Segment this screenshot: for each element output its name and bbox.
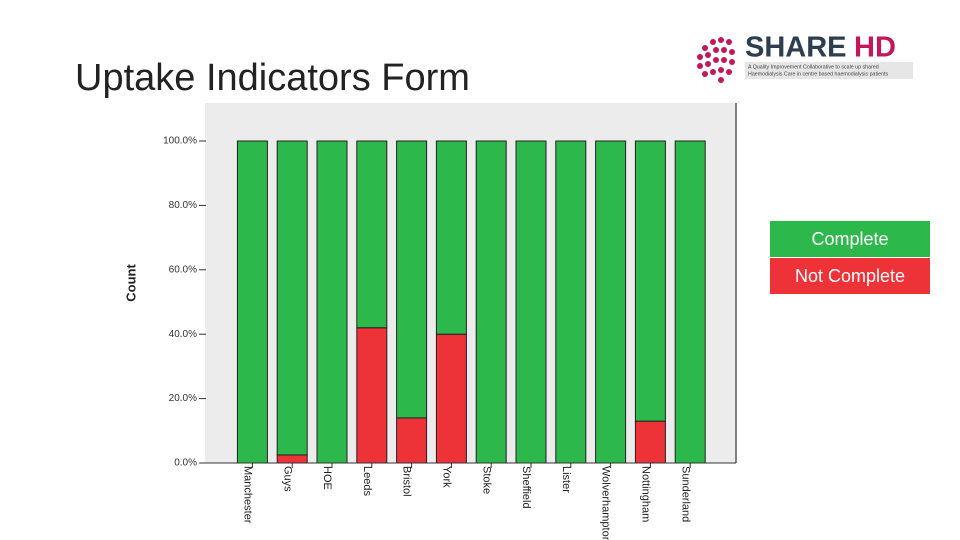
x-tick-label: Bristol <box>401 466 413 497</box>
x-tick-label: Wolverhampton <box>600 466 612 540</box>
bar-segment <box>595 140 627 464</box>
x-tick-label: York <box>440 466 452 488</box>
legend-label: Not Complete <box>795 266 905 286</box>
bar-segment <box>634 140 666 422</box>
bar-segment <box>435 140 467 335</box>
logo-name: HD <box>854 32 896 64</box>
x-tick-label: Manchester <box>241 466 253 524</box>
y-tick-label: 80.0% <box>169 200 197 211</box>
bar-segment <box>674 140 706 464</box>
bar-segment <box>475 140 507 464</box>
x-tick-label: Leeds <box>361 466 373 496</box>
x-tick-label: HOE <box>321 466 333 490</box>
logo-tagline: A Quality Improvement Collaborative to s… <box>748 64 879 70</box>
y-tick-label: 0.0% <box>174 458 197 469</box>
x-tick-label: Nottingham <box>639 466 651 522</box>
x-tick-label: Sunderland <box>679 466 691 522</box>
logo-tagline: Haemodialysis Care in centre based haemo… <box>748 71 888 77</box>
logo-tagline-bg <box>745 62 913 79</box>
logo-name: SHARE <box>745 32 847 64</box>
bar-segment <box>515 140 547 464</box>
y-tick-label: 40.0% <box>169 329 197 340</box>
bar-segment <box>276 454 308 464</box>
x-tick-label: Sheffield <box>520 466 532 509</box>
legend-swatch <box>770 221 930 257</box>
y-tick-label: 60.0% <box>169 264 197 275</box>
bar-segment <box>555 140 587 464</box>
bar-segment <box>236 140 268 464</box>
bar-segment <box>396 140 428 419</box>
x-tick-label: Guys <box>281 466 293 492</box>
bar-segment <box>634 420 666 464</box>
bar-segment <box>276 140 308 456</box>
y-tick-label: 100.0% <box>163 136 197 147</box>
legend-swatch <box>770 258 930 294</box>
y-axis-label: Count <box>123 264 138 302</box>
bar-segment <box>356 140 388 329</box>
y-tick-label: 20.0% <box>169 393 197 404</box>
x-tick-label: Lister <box>560 466 572 493</box>
bar-segment <box>356 327 388 464</box>
legend-label: Complete <box>811 229 888 249</box>
x-tick-label: Stoke <box>480 466 492 494</box>
logo-icon <box>697 37 735 83</box>
bar-segment <box>396 417 428 464</box>
bar-segment <box>316 140 348 464</box>
slide-title: Uptake Indicators Form <box>75 57 470 99</box>
bar-segment <box>435 333 467 464</box>
